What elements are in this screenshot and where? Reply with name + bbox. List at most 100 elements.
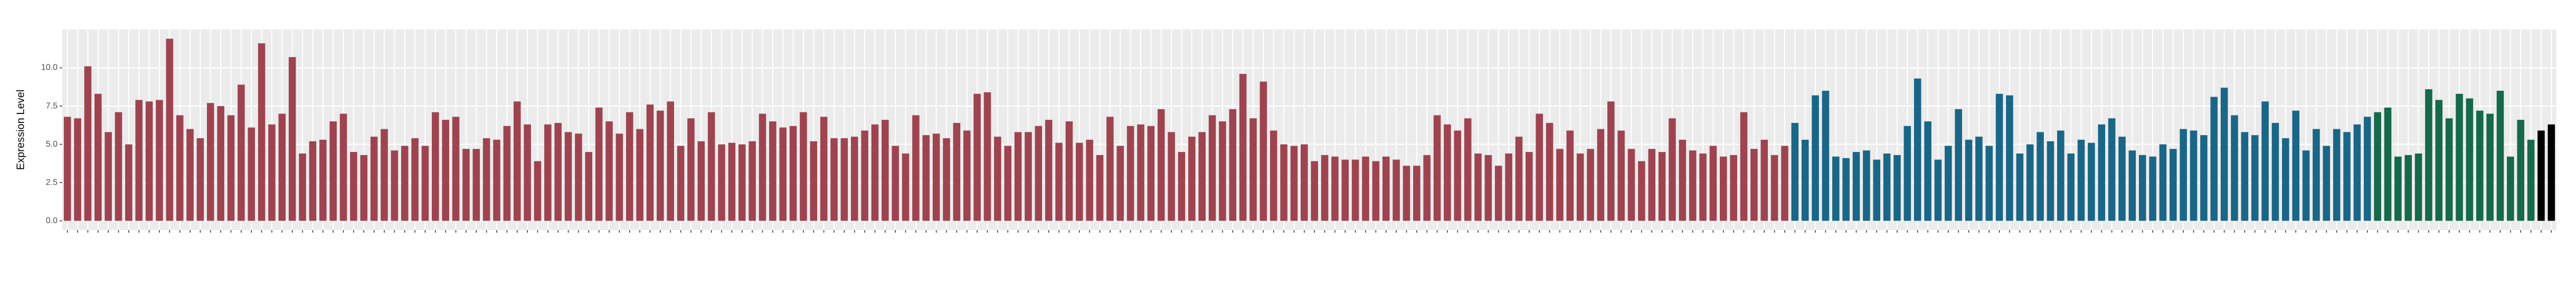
bar <box>810 141 818 221</box>
bar <box>697 141 705 221</box>
bar <box>1566 130 1574 221</box>
bar <box>1045 120 1053 221</box>
bar <box>278 113 286 221</box>
bar <box>1648 149 1655 221</box>
bar <box>2353 124 2361 221</box>
bar <box>585 152 593 221</box>
bar <box>2088 142 2095 221</box>
bar <box>217 106 224 221</box>
bar <box>1280 144 1287 221</box>
bar <box>1403 166 1410 221</box>
bar <box>595 107 603 221</box>
bar <box>1219 121 1226 221</box>
bar <box>1229 109 1237 221</box>
bar <box>1893 155 1901 221</box>
bar <box>1474 153 1482 221</box>
bar <box>1239 74 1247 221</box>
bar <box>2108 118 2116 221</box>
bar <box>1863 150 1870 221</box>
bar <box>2547 124 2555 221</box>
bar <box>2159 144 2167 221</box>
bar <box>800 112 807 221</box>
bar <box>1965 139 1973 221</box>
bar <box>2098 124 2106 221</box>
bar <box>493 139 500 221</box>
bar <box>615 133 623 221</box>
bar <box>1627 149 1635 221</box>
bar <box>871 124 879 221</box>
bar <box>299 153 306 221</box>
bar <box>2313 129 2320 221</box>
bar <box>1126 126 1134 221</box>
bar <box>2047 141 2054 221</box>
bar <box>882 120 889 221</box>
bar <box>1556 149 1564 221</box>
bar <box>176 115 184 221</box>
bar <box>268 124 276 221</box>
bar <box>513 101 521 221</box>
bar <box>953 122 961 221</box>
bar <box>1934 159 1942 221</box>
bar <box>1168 132 1175 221</box>
bar <box>1055 142 1063 221</box>
bar <box>1873 159 1881 221</box>
bar <box>1362 156 1369 221</box>
bar <box>401 146 409 221</box>
bar <box>2026 144 2034 221</box>
bar <box>2190 130 2198 221</box>
bar <box>2231 115 2238 221</box>
bar <box>319 139 327 221</box>
bar <box>2384 107 2392 221</box>
bar <box>238 84 245 221</box>
bar <box>1638 161 1645 221</box>
bar <box>738 144 746 221</box>
y-tick-label: 5.0 <box>46 140 58 149</box>
bar <box>1699 153 1707 221</box>
bar <box>1014 132 1022 221</box>
bar <box>1505 153 1512 221</box>
bar <box>932 133 940 221</box>
bar <box>105 132 112 221</box>
bar <box>1576 153 1584 221</box>
bar <box>2220 88 2228 221</box>
bar <box>1842 158 1850 221</box>
bar <box>1413 166 1420 221</box>
bar <box>646 104 654 221</box>
bar <box>2016 153 2024 221</box>
bar <box>2425 89 2432 221</box>
bar <box>1178 152 1186 221</box>
bar <box>1004 146 1012 221</box>
bar <box>1883 153 1891 221</box>
bar <box>2118 137 2126 221</box>
bar <box>1423 155 1431 221</box>
bar <box>421 146 429 221</box>
bar <box>912 115 920 221</box>
bar <box>943 138 950 221</box>
bar <box>1301 144 1308 221</box>
bar <box>1985 146 1993 221</box>
bar <box>1494 166 1502 221</box>
bar <box>2343 132 2351 221</box>
bar <box>2067 153 2075 221</box>
bar <box>2241 132 2249 221</box>
bar <box>2210 97 2218 221</box>
bar <box>994 137 1001 221</box>
bar <box>707 112 715 221</box>
bar <box>2527 139 2535 221</box>
bar <box>922 135 930 221</box>
bar <box>2486 113 2494 221</box>
bar <box>973 93 981 221</box>
bar <box>1587 149 1594 221</box>
bar <box>2507 156 2514 221</box>
bar <box>166 39 174 221</box>
bar <box>2200 135 2208 221</box>
bar <box>1709 146 1717 221</box>
bar <box>84 66 92 221</box>
bar <box>2394 156 2402 221</box>
bar <box>186 129 194 221</box>
bar <box>718 144 725 221</box>
bar <box>115 112 122 221</box>
bar <box>840 138 848 221</box>
